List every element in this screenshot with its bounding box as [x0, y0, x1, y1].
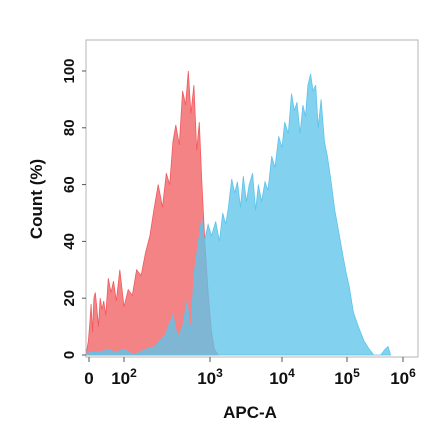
series-layer: [84, 70, 392, 356]
y-tick-label: 0: [61, 351, 78, 359]
histogram-series-1: [85, 70, 219, 356]
axis-layer: 0 20 40 60 80 100 0 102 103 104 105 106: [61, 58, 416, 388]
y-tick-label: 60: [61, 176, 78, 193]
x-tick-label: 103: [197, 366, 223, 388]
plot-frame: [85, 39, 419, 358]
x-tick-label: 106: [390, 366, 416, 388]
y-tick-label: 100: [61, 58, 78, 83]
y-tick-label: 20: [61, 290, 78, 307]
x-tick-label: 104: [269, 366, 295, 388]
histogram-series-2: [84, 73, 392, 356]
x-axis-label: APC-A: [223, 403, 277, 422]
x-tick-label: 105: [334, 366, 360, 388]
x-tick-label: 102: [111, 366, 137, 388]
y-axis-label: Count (%): [27, 159, 46, 239]
y-tick-label: 40: [61, 233, 78, 250]
y-tick-label: 80: [61, 119, 78, 136]
x-tick-label: 0: [84, 369, 93, 388]
